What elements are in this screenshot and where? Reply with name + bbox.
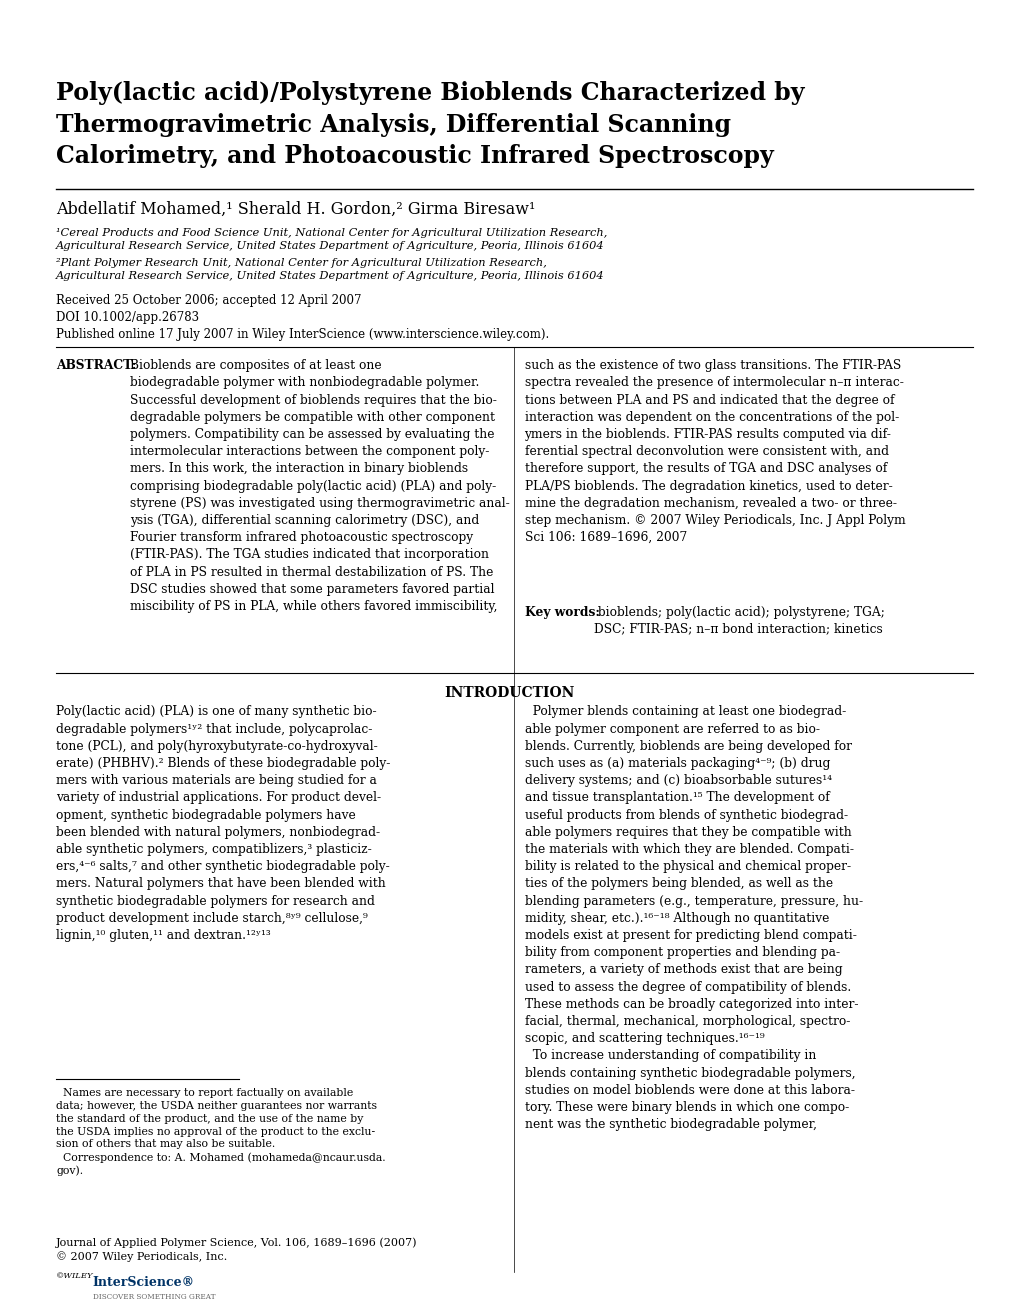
Text: Received 25 October 2006; accepted 12 April 2007
DOI 10.1002/app.26783
Published: Received 25 October 2006; accepted 12 Ap…: [56, 294, 548, 341]
Text: Key words:: Key words:: [524, 606, 599, 619]
Text: Journal of Applied Polymer Science, Vol. 106, 1689–1696 (2007)
© 2007 Wiley Peri: Journal of Applied Polymer Science, Vol.…: [56, 1238, 417, 1262]
Text: Poly(lactic acid)/Polystyrene Bioblends Characterized by
Thermogravimetric Analy: Poly(lactic acid)/Polystyrene Bioblends …: [56, 81, 804, 168]
Text: Names are necessary to report factually on available
data; however, the USDA nei: Names are necessary to report factually …: [56, 1088, 385, 1176]
Text: ¹Cereal Products and Food Science Unit, National Center for Agricultural Utiliza: ¹Cereal Products and Food Science Unit, …: [56, 228, 606, 250]
Text: Poly(lactic acid) (PLA) is one of many synthetic bio-
degradable polymers¹ʸ² tha: Poly(lactic acid) (PLA) is one of many s…: [56, 705, 390, 941]
Text: Bioblends are composites of at least one
biodegradable polymer with nonbiodegrad: Bioblends are composites of at least one…: [130, 359, 510, 614]
Text: Polymer blends containing at least one biodegrad-
able polymer component are ref: Polymer blends containing at least one b…: [524, 705, 862, 1131]
Text: INTRODUCTION: INTRODUCTION: [443, 686, 574, 700]
Text: InterScience®: InterScience®: [93, 1276, 195, 1289]
Text: DISCOVER SOMETHING GREAT: DISCOVER SOMETHING GREAT: [93, 1293, 215, 1301]
Text: bioblends; poly(lactic acid); polystyrene; TGA;
DSC; FTIR-PAS; n–π bond interact: bioblends; poly(lactic acid); polystyren…: [593, 606, 883, 636]
Text: such as the existence of two glass transitions. The FTIR-PAS
spectra revealed th: such as the existence of two glass trans…: [524, 359, 905, 544]
Text: ©WILEY: ©WILEY: [56, 1272, 94, 1280]
Text: ²Plant Polymer Research Unit, National Center for Agricultural Utilization Resea: ²Plant Polymer Research Unit, National C…: [56, 258, 604, 281]
Text: ABSTRACT:: ABSTRACT:: [56, 359, 137, 372]
Text: Abdellatif Mohamed,¹ Sherald H. Gordon,² Girma Biresaw¹: Abdellatif Mohamed,¹ Sherald H. Gordon,²…: [56, 201, 535, 218]
